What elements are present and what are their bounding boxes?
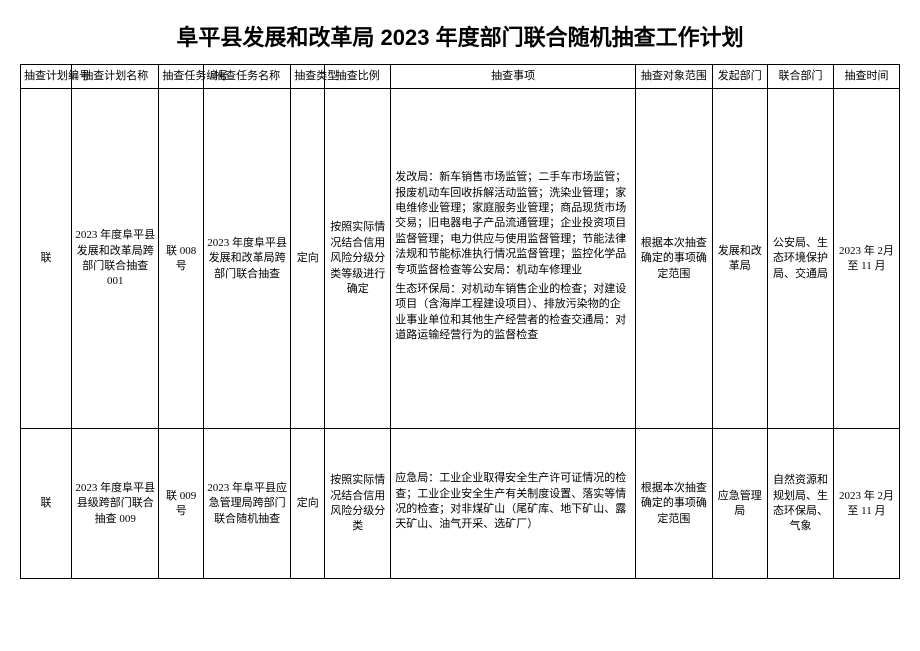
header-matters: 抽查事项 — [391, 65, 636, 89]
cell-ratio: 按照实际情况结合信用风险分级分类等级进行确定 — [325, 89, 391, 429]
inspection-plan-table: 抽查计划编号 抽查计划名称 抽查任务编号 抽查任务名称 抽查类型 抽查比例 抽查… — [20, 64, 900, 579]
cell-plan-name: 2023 年度阜平县县级跨部门联合抽查 009 — [72, 429, 159, 579]
cell-task-name: 2023 年阜平县应急管理局跨部门联合随机抽查 — [204, 429, 291, 579]
matters-p1: 发改局：新车销售市场监管；二手车市场监管；报废机动车回收拆解活动监管；洗染业管理… — [395, 170, 631, 278]
header-time: 抽查时间 — [833, 65, 899, 89]
cell-joint: 自然资源和规划局、生态环保局、气象 — [767, 429, 833, 579]
cell-time: 2023 年 2月至 11 月 — [833, 89, 899, 429]
cell-scope: 根据本次抽查确定的事项确定范围 — [636, 89, 713, 429]
page-title: 阜平县发展和改革局 2023 年度部门联合随机抽查工作计划 — [20, 20, 900, 52]
matters-p2: 生态环保局：对机动车销售企业的检查；对建设项目（含海岸工程建设项目）、排放污染物… — [395, 282, 631, 344]
cell-matters: 应急局：工业企业取得安全生产许可证情况的检查；工业企业安全生产有关制度设置、落实… — [391, 429, 636, 579]
matters-p1: 应急局：工业企业取得安全生产许可证情况的检查；工业企业安全生产有关制度设置、落实… — [395, 471, 631, 533]
cell-plan-no: 联 — [21, 89, 72, 429]
header-initiator: 发起部门 — [712, 65, 767, 89]
table-row: 联 2023 年度阜平县发展和改革局跨部门联合抽查001 联 008号 2023… — [21, 89, 900, 429]
cell-scope: 根据本次抽查确定的事项确定范围 — [636, 429, 713, 579]
cell-matters: 发改局：新车销售市场监管；二手车市场监管；报废机动车回收拆解活动监管；洗染业管理… — [391, 89, 636, 429]
header-joint: 联合部门 — [767, 65, 833, 89]
cell-initiator: 应急管理局 — [712, 429, 767, 579]
header-scope: 抽查对象范围 — [636, 65, 713, 89]
cell-ratio: 按照实际情况结合信用风险分级分类 — [325, 429, 391, 579]
cell-initiator: 发展和改革局 — [712, 89, 767, 429]
header-type: 抽查类型 — [291, 65, 325, 89]
header-task-no: 抽查任务编号 — [159, 65, 204, 89]
cell-type: 定向 — [291, 89, 325, 429]
cell-plan-name: 2023 年度阜平县发展和改革局跨部门联合抽查001 — [72, 89, 159, 429]
table-row: 联 2023 年度阜平县县级跨部门联合抽查 009 联 009号 2023 年阜… — [21, 429, 900, 579]
table-header-row: 抽查计划编号 抽查计划名称 抽查任务编号 抽查任务名称 抽查类型 抽查比例 抽查… — [21, 65, 900, 89]
header-plan-name: 抽查计划名称 — [72, 65, 159, 89]
cell-joint: 公安局、生态环境保护局、交通局 — [767, 89, 833, 429]
header-plan-no: 抽查计划编号 — [21, 65, 72, 89]
cell-task-no: 联 009号 — [159, 429, 204, 579]
cell-task-no: 联 008号 — [159, 89, 204, 429]
cell-time: 2023 年 2月至 11 月 — [833, 429, 899, 579]
cell-plan-no: 联 — [21, 429, 72, 579]
cell-type: 定向 — [291, 429, 325, 579]
header-task-name: 抽查任务名称 — [204, 65, 291, 89]
cell-task-name: 2023 年度阜平县发展和改革局跨部门联合抽查 — [204, 89, 291, 429]
